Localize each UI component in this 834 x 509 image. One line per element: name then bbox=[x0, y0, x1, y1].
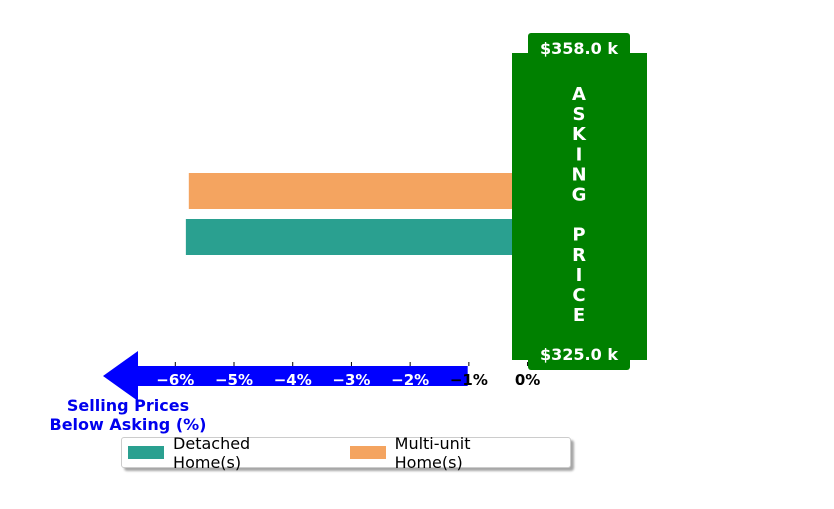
bar-detached bbox=[185, 219, 528, 255]
asking-price-letter: R bbox=[572, 245, 586, 266]
bars-layer bbox=[185, 173, 528, 255]
asking-price-letter: I bbox=[576, 144, 583, 165]
asking-price-letter: E bbox=[573, 305, 585, 326]
asking-price-box bbox=[512, 53, 647, 360]
legend-swatch-multi-unit bbox=[349, 446, 386, 459]
asking-price-letter: C bbox=[572, 285, 585, 306]
bar-multi-unit bbox=[188, 173, 528, 209]
asking-price-letter: K bbox=[572, 124, 587, 145]
legend-label-multi-unit: Multi-unit Home(s) bbox=[394, 433, 471, 472]
top-price-tag bbox=[528, 33, 630, 63]
asking-price-letter: I bbox=[576, 265, 583, 286]
x-ticks-layer: −6% −5% −4% −3% −2% −1% 0% bbox=[156, 362, 540, 389]
x-tick-label: −3% bbox=[332, 371, 370, 389]
legend-swatch-detached bbox=[128, 446, 165, 459]
x-tick-label: 0% bbox=[515, 371, 540, 389]
x-axis-arrow bbox=[103, 351, 468, 401]
x-axis-label: Selling Prices Below Asking (%) bbox=[30, 396, 226, 434]
x-tick-label: −5% bbox=[215, 371, 253, 389]
legend-item-multi-unit: Multi-unit Home(s) bbox=[349, 433, 536, 472]
bottom-price-tag bbox=[528, 340, 630, 370]
legend-label-detached: Detached Home(s) bbox=[173, 433, 251, 472]
x-axis-label-text: Selling Prices Below Asking (%) bbox=[49, 396, 207, 434]
asking-price-letter: S bbox=[573, 104, 586, 125]
legend: Detached Home(s) Multi-unit Home(s) bbox=[121, 434, 571, 472]
legend-item-detached: Detached Home(s) bbox=[128, 434, 316, 472]
asking-price-letter: A bbox=[572, 84, 586, 105]
x-tick-label: −1% bbox=[450, 371, 488, 389]
bottom-price-label: $325.0 k bbox=[540, 345, 618, 364]
x-tick-label: −2% bbox=[391, 371, 429, 389]
asking-price-letter: G bbox=[572, 185, 587, 206]
top-price-label: $358.0 k bbox=[540, 39, 618, 58]
axis-arrow-layer bbox=[103, 351, 468, 401]
asking-price-letter: P bbox=[572, 225, 585, 246]
x-tick-label: −4% bbox=[274, 371, 312, 389]
x-tick-label: −6% bbox=[156, 371, 194, 389]
asking-price-letter: N bbox=[571, 164, 586, 185]
